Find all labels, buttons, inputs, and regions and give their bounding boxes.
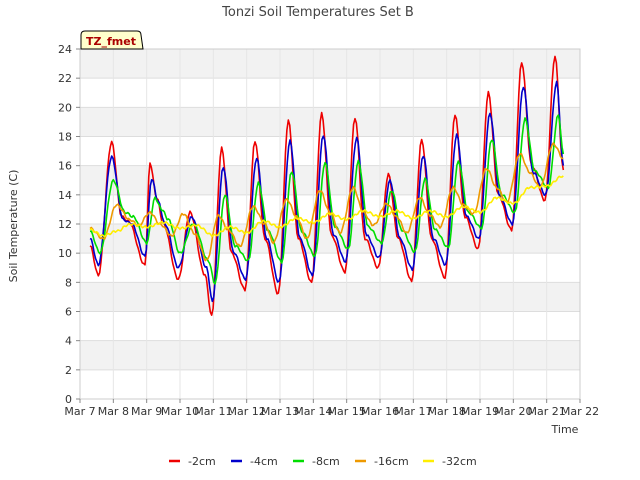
legend-label: -2cm bbox=[188, 455, 216, 468]
x-tick-label: Mar 18 bbox=[428, 405, 466, 418]
y-tick-label: 8 bbox=[65, 276, 72, 289]
x-tick-label: Mar 17 bbox=[394, 405, 432, 418]
x-tick-label: Mar 14 bbox=[294, 405, 332, 418]
y-axis-label: Soil Temperature (C) bbox=[7, 170, 20, 283]
y-tick-label: 22 bbox=[58, 72, 72, 85]
grid-band bbox=[80, 136, 580, 166]
y-tick-label: 24 bbox=[58, 43, 72, 56]
grid-band bbox=[80, 369, 580, 399]
y-tick-label: 14 bbox=[58, 189, 72, 202]
x-tick-label: Mar 12 bbox=[228, 405, 266, 418]
y-tick-label: 4 bbox=[65, 335, 72, 348]
grid-band bbox=[80, 253, 580, 283]
y-tick-label: 6 bbox=[65, 306, 72, 319]
legend-item: -4cm bbox=[231, 455, 278, 468]
badge-label: TZ_fmet bbox=[86, 35, 136, 48]
legend-item: -8cm bbox=[293, 455, 340, 468]
x-tick-label: Mar 11 bbox=[194, 405, 232, 418]
grid-band bbox=[80, 107, 580, 137]
series-layer bbox=[89, 55, 565, 316]
x-tick-label: Mar 19 bbox=[461, 405, 499, 418]
x-tick-label: Mar 20 bbox=[494, 405, 532, 418]
x-tick-label: Mar 22 bbox=[561, 405, 599, 418]
legend-label: -16cm bbox=[374, 455, 409, 468]
y-tick-label: 20 bbox=[58, 101, 72, 114]
y-tick-label: 0 bbox=[65, 393, 72, 406]
x-tick-label: Mar 13 bbox=[261, 405, 299, 418]
x-tick-label: Mar 7 bbox=[64, 405, 95, 418]
grid-band bbox=[80, 340, 580, 370]
x-tick-label: Mar 15 bbox=[328, 405, 366, 418]
site-badge: TZ_fmet bbox=[80, 30, 144, 50]
y-tick-label: 16 bbox=[58, 160, 72, 173]
x-tick-label: Mar 16 bbox=[361, 405, 399, 418]
grid-band bbox=[80, 282, 580, 312]
x-tick-label: Mar 9 bbox=[131, 405, 162, 418]
x-axis-label: Time bbox=[551, 423, 579, 436]
legend-label: -8cm bbox=[312, 455, 340, 468]
y-tick-label: 2 bbox=[65, 364, 72, 377]
x-tick-label: Mar 10 bbox=[161, 405, 199, 418]
legend-item: -16cm bbox=[355, 455, 409, 468]
chart-title: Tonzi Soil Temperatures Set B bbox=[221, 5, 414, 20]
series-line-32cm bbox=[89, 175, 564, 238]
grid-band bbox=[80, 311, 580, 341]
legend-label: -4cm bbox=[250, 455, 278, 468]
x-tick-label: Mar 8 bbox=[98, 405, 129, 418]
legend-item: -2cm bbox=[169, 455, 216, 468]
series-line-4cm bbox=[89, 80, 565, 303]
legend-item: -32cm bbox=[423, 455, 477, 468]
grid-band bbox=[80, 49, 580, 79]
legend: -2cm -4cm -8cm -16cm -32cm bbox=[169, 455, 477, 468]
legend-label: -32cm bbox=[442, 455, 477, 468]
series-line-8cm bbox=[89, 114, 565, 285]
grid-band bbox=[80, 78, 580, 108]
y-tick-label: 10 bbox=[58, 247, 72, 260]
y-tick-label: 18 bbox=[58, 131, 72, 144]
badge-box bbox=[80, 30, 144, 50]
x-tick-label: Mar 21 bbox=[528, 405, 566, 418]
series-line-16cm bbox=[89, 142, 564, 262]
y-tick-label: 12 bbox=[58, 218, 72, 231]
